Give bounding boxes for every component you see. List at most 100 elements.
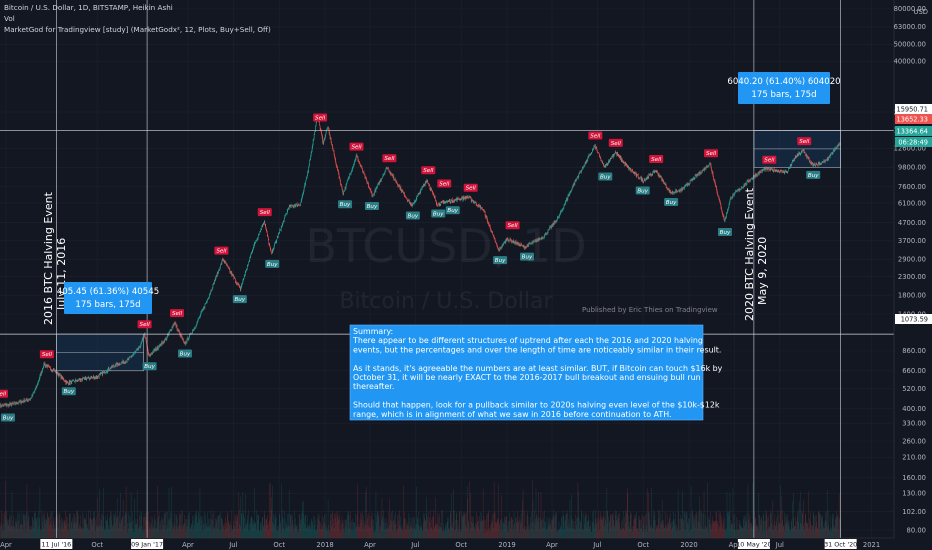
candle-body (90, 377, 91, 379)
volume-bar (837, 514, 838, 538)
candle-body (203, 307, 204, 310)
candle-body (232, 274, 234, 276)
candle-body (642, 179, 643, 182)
candle-body (530, 243, 531, 245)
candle-body (345, 184, 347, 189)
candle-body (396, 181, 397, 183)
volume-bar (766, 514, 767, 538)
volume-bar (525, 529, 527, 538)
candle-body (607, 163, 609, 165)
candle-body (413, 203, 414, 204)
candle-body (501, 247, 502, 249)
candle-body (413, 203, 415, 204)
candle-body (215, 276, 217, 279)
candle-body (48, 365, 49, 367)
volume-bar (15, 521, 16, 538)
volume-bar (92, 524, 93, 538)
volume-bar (697, 528, 698, 538)
candle-body (514, 241, 515, 243)
volume-bar (112, 513, 114, 538)
candle-body (305, 178, 307, 182)
volume-bar (209, 519, 211, 538)
volume-bar (301, 519, 302, 538)
volume-bar (196, 516, 198, 538)
candle-body (476, 204, 477, 206)
candle-body (206, 301, 207, 303)
volume-bar (607, 510, 609, 538)
volume-bar (57, 517, 59, 538)
volume-bar (171, 513, 173, 538)
candle-body (704, 167, 706, 170)
volume-bar (69, 514, 70, 538)
volume-bar (597, 521, 599, 538)
candle-body (774, 168, 775, 171)
volume-bar (478, 520, 479, 538)
candle-body (120, 363, 121, 365)
candle-body (367, 181, 368, 184)
volume-bar (437, 512, 439, 538)
volume-bar (502, 523, 504, 538)
candle-body (457, 198, 459, 200)
candle-body (696, 173, 698, 177)
candle-body (84, 377, 86, 379)
volume-bar (734, 523, 735, 538)
candle-body (626, 165, 628, 167)
volume-bar (45, 518, 47, 538)
volume-bar (515, 516, 517, 538)
volume-bar (540, 516, 541, 538)
volume-bar (396, 529, 398, 538)
volume-bar (651, 487, 652, 538)
candle-body (752, 178, 753, 179)
candle-body (245, 270, 247, 273)
volume-bar (133, 531, 134, 538)
candle-body (484, 211, 485, 213)
volume-bar (377, 510, 378, 538)
volume-bar (604, 526, 605, 538)
candle-body (628, 168, 630, 170)
volume-bar (36, 517, 38, 538)
candle-body (65, 381, 66, 382)
candle-body (148, 353, 149, 356)
volume-bar (603, 511, 605, 538)
volume-bar (171, 486, 172, 538)
candle-body (113, 365, 114, 367)
volume-bar (826, 489, 828, 538)
candle-body (166, 338, 167, 340)
candle-body (59, 373, 61, 376)
candle-body (758, 172, 759, 174)
volume-bar (172, 531, 174, 538)
volume-bar (310, 529, 311, 538)
volume-bar (168, 519, 169, 538)
volume-bar (665, 525, 667, 538)
candle-body (192, 330, 194, 332)
volume-bar (451, 528, 453, 538)
volume-bar (42, 515, 44, 538)
volume-bar (21, 511, 23, 538)
volume-bar (590, 525, 591, 538)
volume-bar (238, 528, 239, 538)
candle-body (592, 149, 594, 150)
candle-body (808, 158, 810, 162)
volume-bar (457, 531, 459, 538)
candle-body (134, 351, 136, 353)
candle-body (107, 368, 109, 370)
candle-body (382, 175, 384, 177)
candle-body (299, 205, 301, 206)
candle-body (470, 197, 471, 199)
candle-body (177, 328, 178, 330)
volume-bar (34, 514, 36, 538)
volume-bar (172, 525, 173, 538)
candle-body (457, 198, 458, 199)
candle-body (174, 322, 176, 324)
candle-body (695, 175, 696, 176)
volume-bar (669, 516, 670, 538)
volume-bar (221, 518, 223, 538)
candle-body (25, 400, 26, 402)
candle-body (720, 202, 721, 205)
volume-bar (670, 521, 672, 538)
volume-bar (395, 523, 397, 538)
volume-bar (177, 517, 178, 538)
candle-body (656, 171, 658, 172)
volume-bar (498, 522, 500, 538)
